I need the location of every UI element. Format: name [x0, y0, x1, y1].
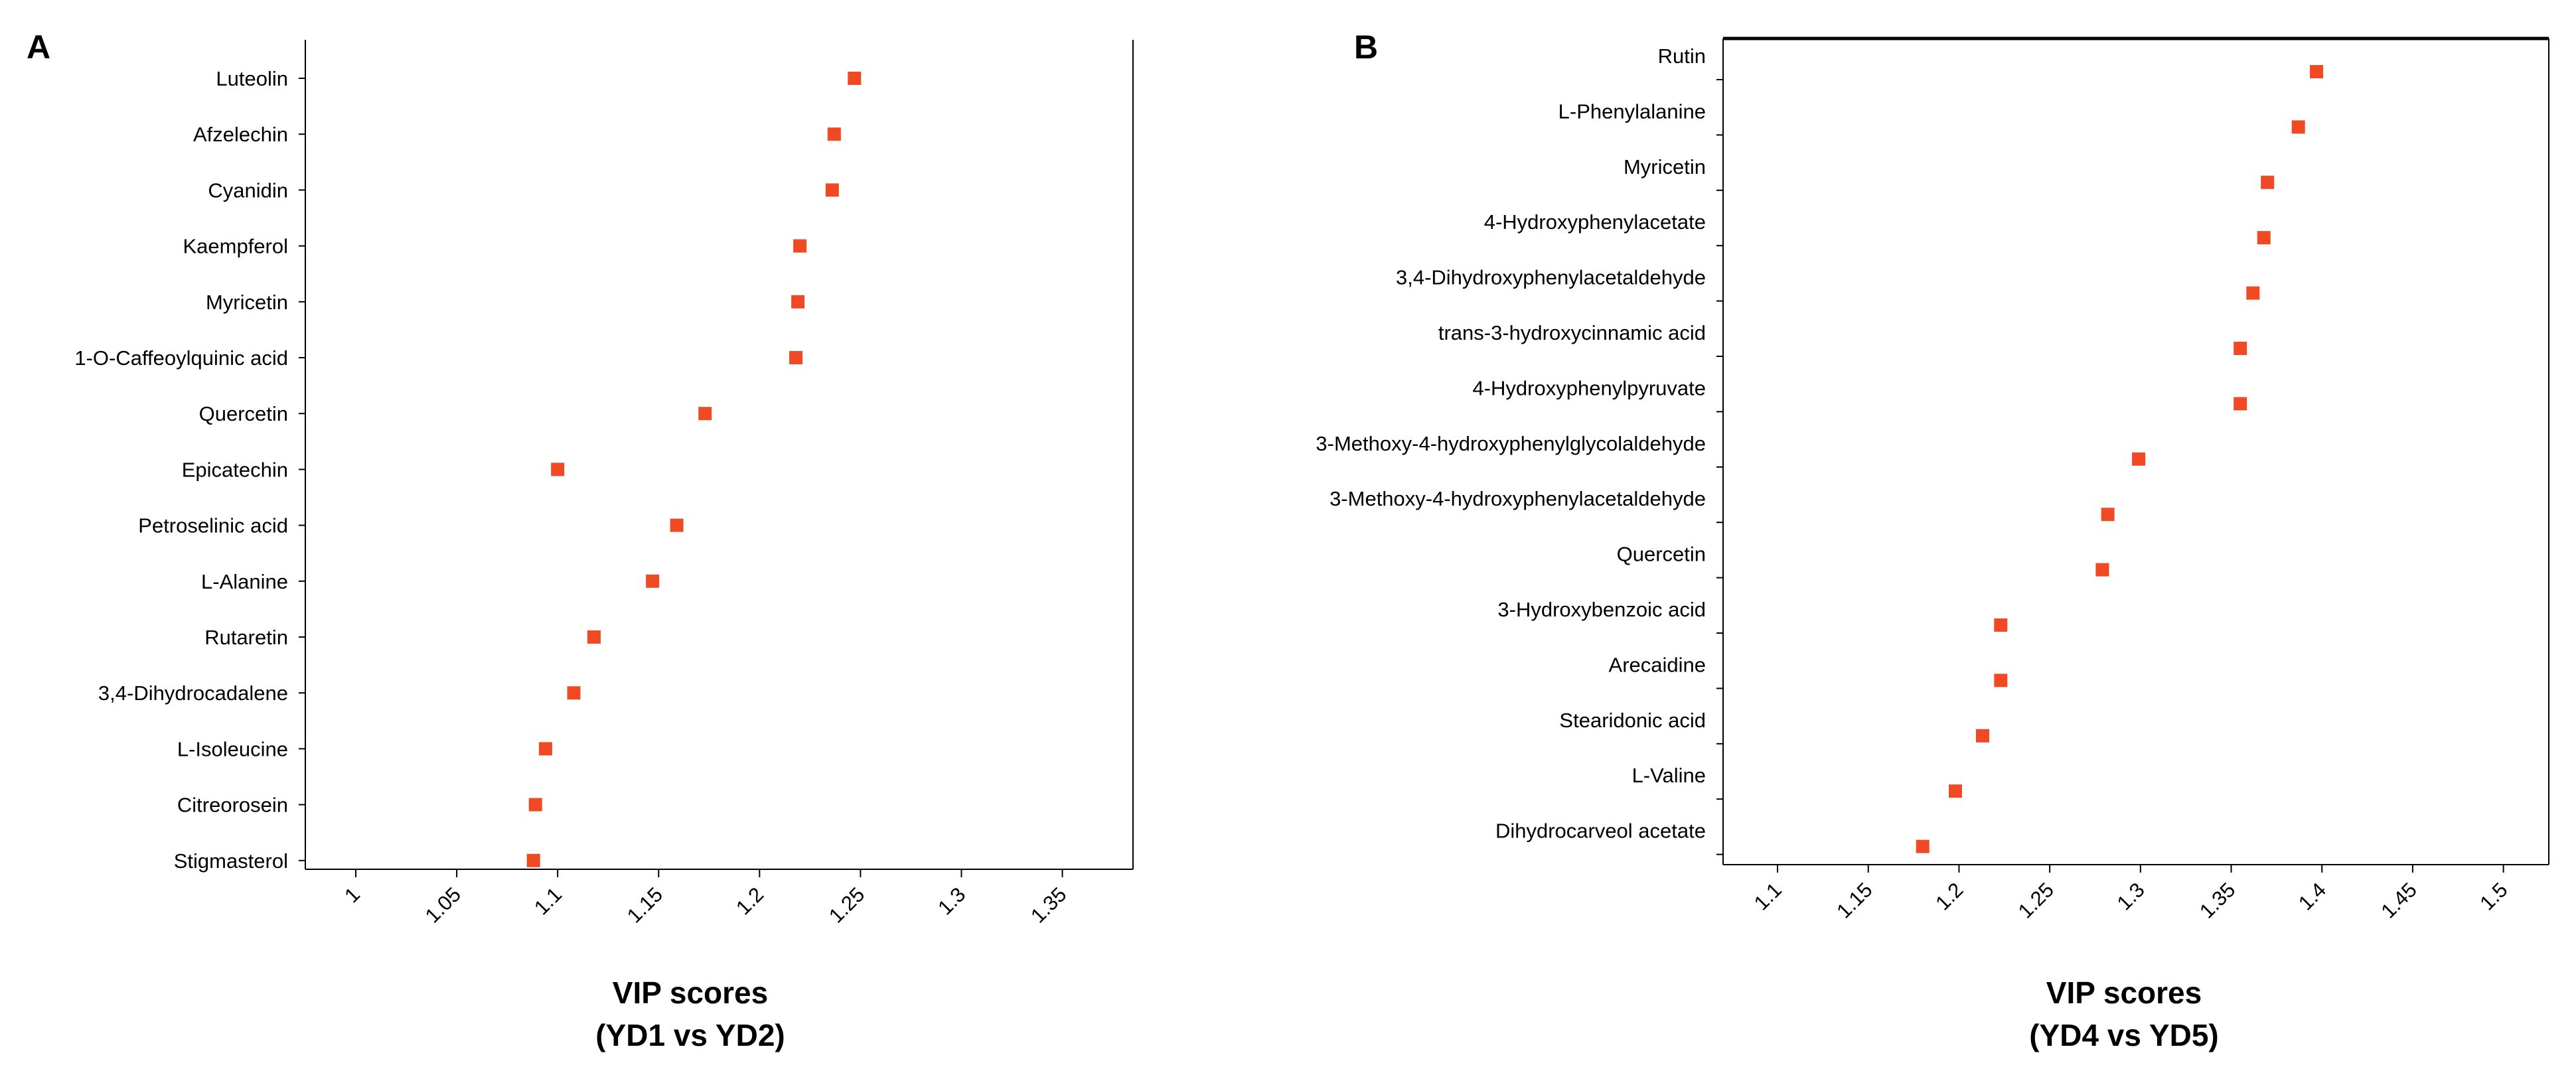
panel-b-data-point	[1975, 729, 1989, 743]
panel-b-category-label: Rutin	[1658, 44, 1706, 68]
panel-a-vip-plot: 1 1.05 1.1 1.15 1.2 1.25 1.3 1.35 Luteolin Afzele…	[74, 40, 1134, 928]
panel-a-x-tick-label: 1.1	[530, 883, 566, 919]
panel-b-data-point	[2291, 120, 2305, 134]
panel-a-x-tick-label: 1.15	[623, 883, 667, 927]
panel-b-category-label: Stearidonic acid	[1559, 709, 1706, 732]
panel-a-category-label: L-Isoleucine	[177, 737, 288, 760]
panel-b-x-tick-label: 1.2	[1931, 878, 1967, 914]
panel-a-x-tick-label: 1.25	[824, 883, 869, 927]
panel-b-category-label: 3,4-Dihydroxyphenylacetaldehyde	[1396, 266, 1706, 289]
panel-b-x-tick-label: 1.45	[2376, 878, 2421, 922]
panel-a-category-label: Quercetin	[199, 402, 288, 425]
panel-b-data-point	[2310, 65, 2324, 78]
panel-a-xlabel-sub: (YD1 vs YD2)	[595, 1018, 785, 1052]
panel-b-data-point	[2261, 175, 2275, 189]
panel-b-x-tick-label: 1.35	[2195, 878, 2239, 922]
panel-a-data-point	[793, 239, 807, 253]
panel-a-x-tick-label: 1.3	[933, 883, 970, 919]
panel-b-category-label: 3-Hydroxybenzoic acid	[1497, 598, 1706, 621]
panel-a-data-point	[789, 351, 803, 364]
panel-b-vip-plot: 1.1 1.15 1.2 1.25 1.3 1.35 1.4 1.45 1.5 Rutin L-Ph…	[1316, 36, 2549, 923]
panel-a-data-point	[646, 574, 660, 588]
panel-a-category-label: L-Alanine	[201, 570, 288, 593]
panel-b-xlabel-sub: (YD4 vs YD5)	[2029, 1018, 2219, 1052]
panel-a-category-label: Rutaretin	[204, 626, 288, 649]
panel-a-category-label: Epicatechin	[182, 458, 288, 481]
panel-b-data-point	[1994, 618, 2008, 632]
panel-a-category-label: Afzelechin	[193, 123, 288, 146]
panel-b-data-point	[2095, 563, 2109, 577]
panel-a-category-label: Myricetin	[206, 291, 288, 314]
panel-letter-b: B	[1354, 29, 1378, 66]
panel-a-category-label: Luteolin	[216, 67, 288, 90]
panel-b-x-tick-label: 1.1	[1750, 878, 1786, 914]
panel-b-x-tick-label: 1.5	[2475, 878, 2512, 914]
panel-a-category-label: Citreorosein	[177, 794, 288, 817]
panel-b-category-label: L-Phenylalanine	[1558, 100, 1706, 123]
panel-b-category-label: 4-Hydroxyphenylpyruvate	[1472, 376, 1706, 399]
panel-b-category-label: Quercetin	[1617, 543, 1706, 566]
panel-b-category-label: L-Valine	[1632, 764, 1706, 787]
panel-b-category-label: trans-3-hydroxycinnamic acid	[1438, 321, 1706, 344]
panel-a-data-point	[528, 798, 542, 812]
panel-a-x-tick-label: 1.05	[421, 883, 465, 927]
panel-a-data-point	[791, 295, 805, 309]
panel-a-data-point	[551, 463, 565, 476]
panel-b-x-tick-label: 1.4	[2294, 878, 2330, 914]
panel-b-category-label: Dihydrocarveol acetate	[1495, 820, 1706, 843]
panel-b-category-label: 4-Hydroxyphenylacetate	[1484, 210, 1706, 234]
panel-a-x-tick-label: 1.2	[731, 883, 768, 919]
panel-a-category-label: Kaempferol	[183, 235, 288, 258]
panel-b-category-label: 3-Methoxy-4-hydroxyphenylglycolaldehyde	[1316, 432, 1706, 455]
panel-b-data-point	[2234, 397, 2247, 411]
panel-a-category-label: 3,4-Dihydrocadalene	[98, 681, 288, 705]
panel-b-x-tick-label: 1.15	[1832, 878, 1876, 922]
panel-b-x-tick-label: 1.3	[2113, 878, 2149, 914]
panel-a-category-label: Cyanidin	[208, 179, 288, 202]
panel-b-data-point	[1916, 839, 1930, 853]
panel-b-data-point	[2257, 231, 2271, 245]
panel-a-data-point	[848, 72, 862, 85]
panel-a-data-point	[538, 742, 552, 756]
panel-a-data-point	[670, 518, 684, 532]
panel-a-data-point	[698, 407, 712, 421]
panel-letter-a: A	[27, 29, 50, 66]
panel-b-data-point	[1948, 784, 1962, 798]
panel-b-data-point	[2132, 452, 2146, 466]
panel-b-category-label: Arecaidine	[1609, 653, 1706, 676]
panel-a-category-label: Petroselinic acid	[138, 514, 288, 537]
panel-a-data-point	[825, 183, 839, 197]
panel-a-xlabel: VIP scores	[613, 975, 768, 1010]
panel-a-x-tick-label: 1	[340, 883, 364, 907]
panel-b-category-label: 3-Methoxy-4-hydroxyphenylacetaldehyde	[1329, 487, 1706, 510]
panel-a-data-point	[526, 853, 540, 867]
panel-b-data-point	[2234, 342, 2247, 355]
panel-a-category-label: Stigmasterol	[174, 849, 288, 873]
panel-b-x-tick-label: 1.25	[2014, 878, 2058, 922]
panel-b-data-point	[2101, 508, 2115, 522]
panel-b-xlabel: VIP scores	[2046, 975, 2202, 1010]
panel-b-data-point	[2246, 286, 2260, 300]
panel-b-category-label: Myricetin	[1624, 155, 1706, 179]
panel-a-data-point	[827, 127, 841, 141]
panel-a-category-label: 1-O-Caffeoylquinic acid	[74, 346, 288, 370]
panel-b-data-point	[1994, 674, 2008, 687]
panel-a-x-tick-label: 1.35	[1026, 883, 1071, 927]
panel-a-data-point	[587, 630, 601, 644]
panel-a-data-point	[567, 686, 581, 700]
